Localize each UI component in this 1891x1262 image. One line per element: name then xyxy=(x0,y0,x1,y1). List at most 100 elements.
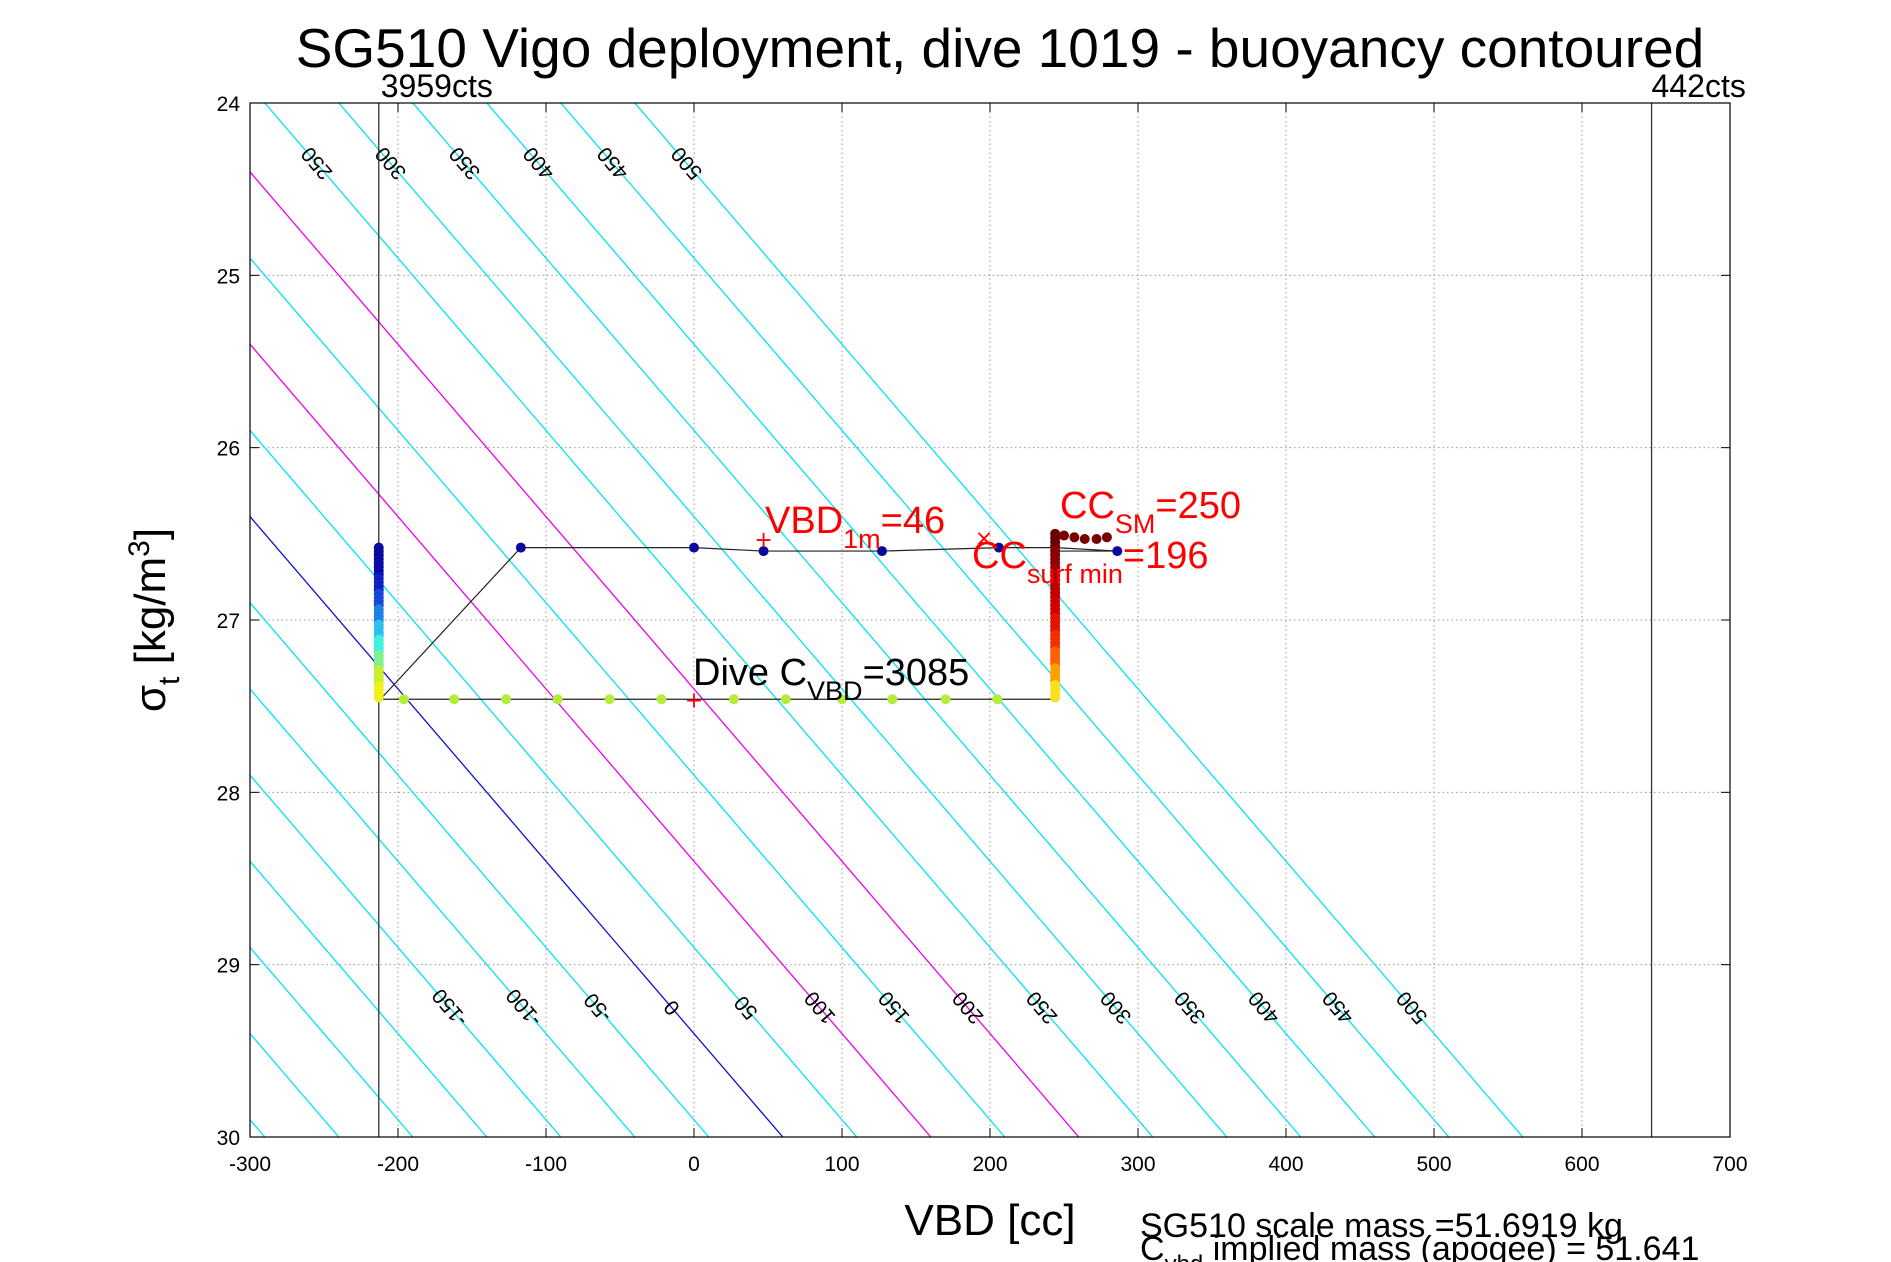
dive-point xyxy=(373,692,384,703)
ann-ccsm-tail: =250 xyxy=(1155,485,1241,527)
footer-implied-mass: Cvbd implied mass (apogee) = 51.641 xyxy=(1140,1230,1699,1262)
vbd-limit-lines: 3959cts 442cts xyxy=(378,68,1746,1137)
ann-vbd-main: VBD xyxy=(765,500,843,542)
dive-point xyxy=(656,694,667,705)
x-tick-label: 200 xyxy=(972,1153,1007,1176)
contour-label: 300 xyxy=(371,142,411,184)
annotation-vbd-1m: VBD1m=46 xyxy=(765,500,945,554)
y-tick-label: 28 xyxy=(217,782,240,805)
dive-point xyxy=(552,694,563,705)
contour-line xyxy=(250,601,710,1137)
x-tick-label: 0 xyxy=(688,1153,700,1176)
x-tick-label: 400 xyxy=(1268,1153,1303,1176)
vbd-limit-label: 3959cts xyxy=(381,68,493,104)
ann-dive-main: Dive C xyxy=(693,652,807,694)
dive-path xyxy=(378,547,1118,703)
buoyancy-contours xyxy=(250,103,1524,1137)
contour-label: -100 xyxy=(502,984,547,1031)
y-axis-close: ] xyxy=(126,528,175,540)
dive-point xyxy=(501,694,512,705)
dive-point xyxy=(1069,532,1080,543)
x-tick-label: -100 xyxy=(525,1153,567,1176)
dive-point xyxy=(992,694,1003,705)
contour-label: 300 xyxy=(1096,987,1136,1029)
y-axis-subscript: t xyxy=(153,676,186,685)
footer-c-main: C xyxy=(1140,1230,1165,1262)
contour-label: 0 xyxy=(660,995,685,1019)
y-tick-label: 24 xyxy=(217,93,241,116)
dive-path-line xyxy=(378,547,1118,703)
x-tick-label: 600 xyxy=(1564,1153,1599,1176)
x-axis-label: VBD [cc] xyxy=(904,1196,1075,1245)
ann-ccsurf-tail: =196 xyxy=(1123,535,1209,577)
y-axis-symbol: σ xyxy=(126,685,175,712)
footer-c-sub: vbd xyxy=(1165,1251,1204,1262)
y-axis-label: σt [kg/m3] xyxy=(123,528,186,712)
y-axis-unit: [kg/m xyxy=(126,557,175,677)
contour-label: 350 xyxy=(445,142,485,184)
dive-point xyxy=(993,542,1004,553)
contour-label: 250 xyxy=(1022,987,1062,1029)
dive-point xyxy=(940,694,951,705)
y-tick-label: 27 xyxy=(217,610,240,633)
marker-symbol: × xyxy=(975,526,993,551)
contour-line xyxy=(250,170,1080,1137)
contour-line xyxy=(250,860,488,1137)
contour-label: -50 xyxy=(580,988,617,1026)
y-tick-label: 25 xyxy=(217,265,240,288)
contour-line xyxy=(250,257,1006,1137)
y-tick-label: 30 xyxy=(217,1127,240,1150)
y-tick-labels: 24 25 26 27 28 29 30 xyxy=(217,93,241,1150)
x-tick-label: 500 xyxy=(1416,1153,1451,1176)
contour-label: 450 xyxy=(1318,987,1358,1029)
plot-frame xyxy=(249,102,1731,1138)
ann-dive-tail: =3085 xyxy=(863,652,970,694)
dive-point xyxy=(758,546,769,557)
x-tick-labels: -300 -200 -100 0 100 200 300 400 500 600 700 xyxy=(229,1153,1748,1176)
contour-label: 400 xyxy=(519,142,559,184)
dive-points xyxy=(373,528,1123,705)
dive-point xyxy=(837,694,847,705)
dive-point xyxy=(398,694,409,705)
contour-label: 500 xyxy=(1392,987,1432,1029)
dive-point xyxy=(876,546,887,557)
annotation-cc-surf-min: CCsurf min=196 xyxy=(972,535,1209,589)
ann-ccsurf-sub: surf min xyxy=(1027,559,1123,589)
contour-line xyxy=(250,774,562,1137)
contour-label: 500 xyxy=(667,142,707,184)
y-axis-superscript: 3 xyxy=(123,540,156,557)
x-tick-label: -300 xyxy=(229,1153,271,1176)
footer-c-tail: implied mass (apogee) = 51.641 xyxy=(1203,1230,1699,1262)
contour-line xyxy=(250,515,784,1137)
x-tick-label: -200 xyxy=(377,1153,419,1176)
contour-label: 100 xyxy=(800,987,840,1029)
footer-scale-mass: SG510 scale mass =51.6919 kg xyxy=(1140,1207,1623,1245)
dive-point xyxy=(449,694,460,705)
ann-vbd-sub: 1m xyxy=(843,524,881,554)
dive-point xyxy=(1101,532,1112,543)
dive-point xyxy=(887,694,898,705)
contour-label: -150 xyxy=(428,984,473,1031)
dive-point xyxy=(1059,530,1069,541)
contour-line xyxy=(250,429,858,1137)
contour-label: 150 xyxy=(874,987,914,1029)
x-tick-label: 300 xyxy=(1120,1153,1155,1176)
ann-ccsm-main: CC xyxy=(1060,485,1115,527)
contour-line xyxy=(250,946,414,1137)
contour-line xyxy=(412,103,1302,1137)
ann-ccsurf-main: CC xyxy=(972,535,1027,577)
marker-symbols: + × + xyxy=(685,526,994,713)
contour-line xyxy=(250,687,636,1137)
dive-point xyxy=(1091,534,1102,545)
vbd-limit-label: 442cts xyxy=(1652,68,1746,104)
dive-point xyxy=(1112,546,1123,557)
dive-point xyxy=(1079,534,1090,545)
contour-label: 450 xyxy=(593,142,633,184)
grid-lines xyxy=(249,102,1731,1138)
ann-dive-sub: VBD xyxy=(807,676,863,706)
x-tick-label: 100 xyxy=(824,1153,859,1176)
contour-line xyxy=(250,343,932,1137)
dive-point xyxy=(689,542,699,553)
contour-line xyxy=(264,103,1154,1137)
